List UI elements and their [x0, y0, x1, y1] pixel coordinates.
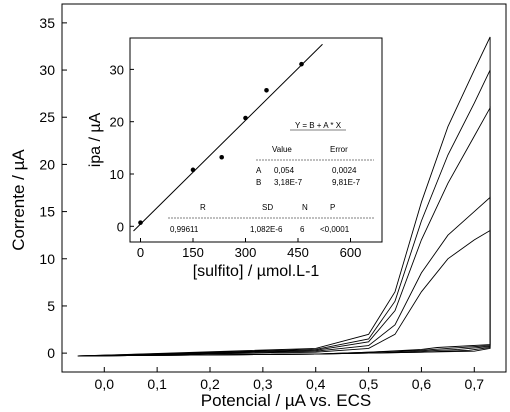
main-y-tick-label: 10: [39, 251, 55, 267]
fit-row-error: 0,0024: [332, 166, 357, 175]
fit-row-value: 0,054: [274, 166, 295, 175]
inset-y-tick-label: 20: [110, 115, 124, 130]
main-series-line: [77, 106, 491, 357]
fit-stats-header: N: [302, 203, 308, 212]
main-x-tick-label: 0,5: [359, 376, 379, 392]
inset-y-axis-title: ipa / µA: [87, 112, 104, 167]
inset-y-tick-label: 10: [110, 167, 124, 182]
main-series-group: [77, 36, 491, 357]
fit-stats-header: R: [200, 203, 206, 212]
inset-data-point: [243, 115, 248, 121]
inset-axis-ticks: 0 150 300 450 600 0 10 20 30: [110, 62, 362, 260]
main-y-tick-label: 5: [47, 298, 55, 314]
main-x-tick-label: 0,2: [200, 376, 220, 392]
fit-stats-header: P: [330, 203, 335, 212]
inset-plot-frame: [129, 37, 383, 243]
inset-background: [130, 38, 382, 242]
main-y-tick-label: 0: [47, 345, 55, 361]
fit-stats-value: 6: [300, 225, 305, 234]
main-y-tick-label: 25: [39, 109, 55, 125]
main-y-tick-label: 30: [39, 62, 55, 78]
fit-row-error: 9,81E-7: [332, 178, 361, 187]
fit-header-error: Error: [330, 145, 348, 154]
main-x-tick-label: 0,4: [306, 376, 326, 392]
inset-fit-table: Y = B + A * X Value Error A 0,054 0,0024 B 3,18…: [168, 121, 374, 234]
fit-row-value: 3,18E-7: [274, 178, 303, 187]
main-x-axis-title: Potencial / µA vs. ECS: [201, 391, 371, 410]
main-y-tick-label: 35: [39, 15, 55, 31]
inset-x-tick-label: 150: [182, 245, 204, 260]
fit-row-param: B: [256, 178, 261, 187]
inset-x-axis-title: [sulfito] / µmol.L-1: [193, 263, 320, 280]
main-y-axis-title: Corrente / µA: [9, 149, 28, 251]
main-y-tick-label: 20: [39, 156, 55, 172]
fit-row-param: A: [256, 166, 262, 175]
main-x-tick-label: 0,0: [95, 376, 115, 392]
main-x-tick-label: 0,6: [412, 376, 432, 392]
main-x-tick-label: 0,7: [465, 376, 485, 392]
inset-data-point: [219, 154, 224, 160]
main-plot-frame: [61, 3, 507, 373]
fit-stats-value: 0,99611: [170, 225, 199, 234]
fit-stats-value: 1,082E-6: [250, 225, 283, 234]
fit-equation: Y = B + A * X: [295, 121, 342, 130]
main-series-line: [77, 36, 491, 357]
inset-data-point: [299, 61, 304, 67]
fit-header-value: Value: [272, 145, 292, 154]
inset-x-tick-label: 300: [235, 245, 257, 260]
main-y-tick-label: 15: [39, 204, 55, 220]
inset-data-point: [264, 88, 269, 93]
inset-y-tick-label: 30: [110, 62, 124, 77]
main-x-tick-label: 0,3: [253, 376, 273, 392]
inset-points-group: [138, 61, 304, 225]
main-x-tick-label: 0,1: [147, 376, 167, 392]
inset-y-tick-label: 0: [117, 219, 124, 234]
inset-data-point: [138, 220, 143, 225]
inset-fit-line-group: [133, 43, 323, 232]
inset-x-tick-label: 600: [340, 245, 362, 260]
inset-x-tick-label: 0: [137, 245, 144, 260]
inset-x-tick-label: 450: [287, 245, 309, 260]
fit-stats-value: <0,0001: [320, 225, 350, 234]
inset-data-point: [190, 167, 196, 173]
inset-fit-line: [133, 43, 323, 232]
main-axis-ticks: 0,0 0,1 0,2 0,3 0,4 0,5 0,6 0,7 0 5 10 15 20 25 30 35: [39, 15, 484, 392]
fit-stats-header: SD: [262, 203, 273, 212]
